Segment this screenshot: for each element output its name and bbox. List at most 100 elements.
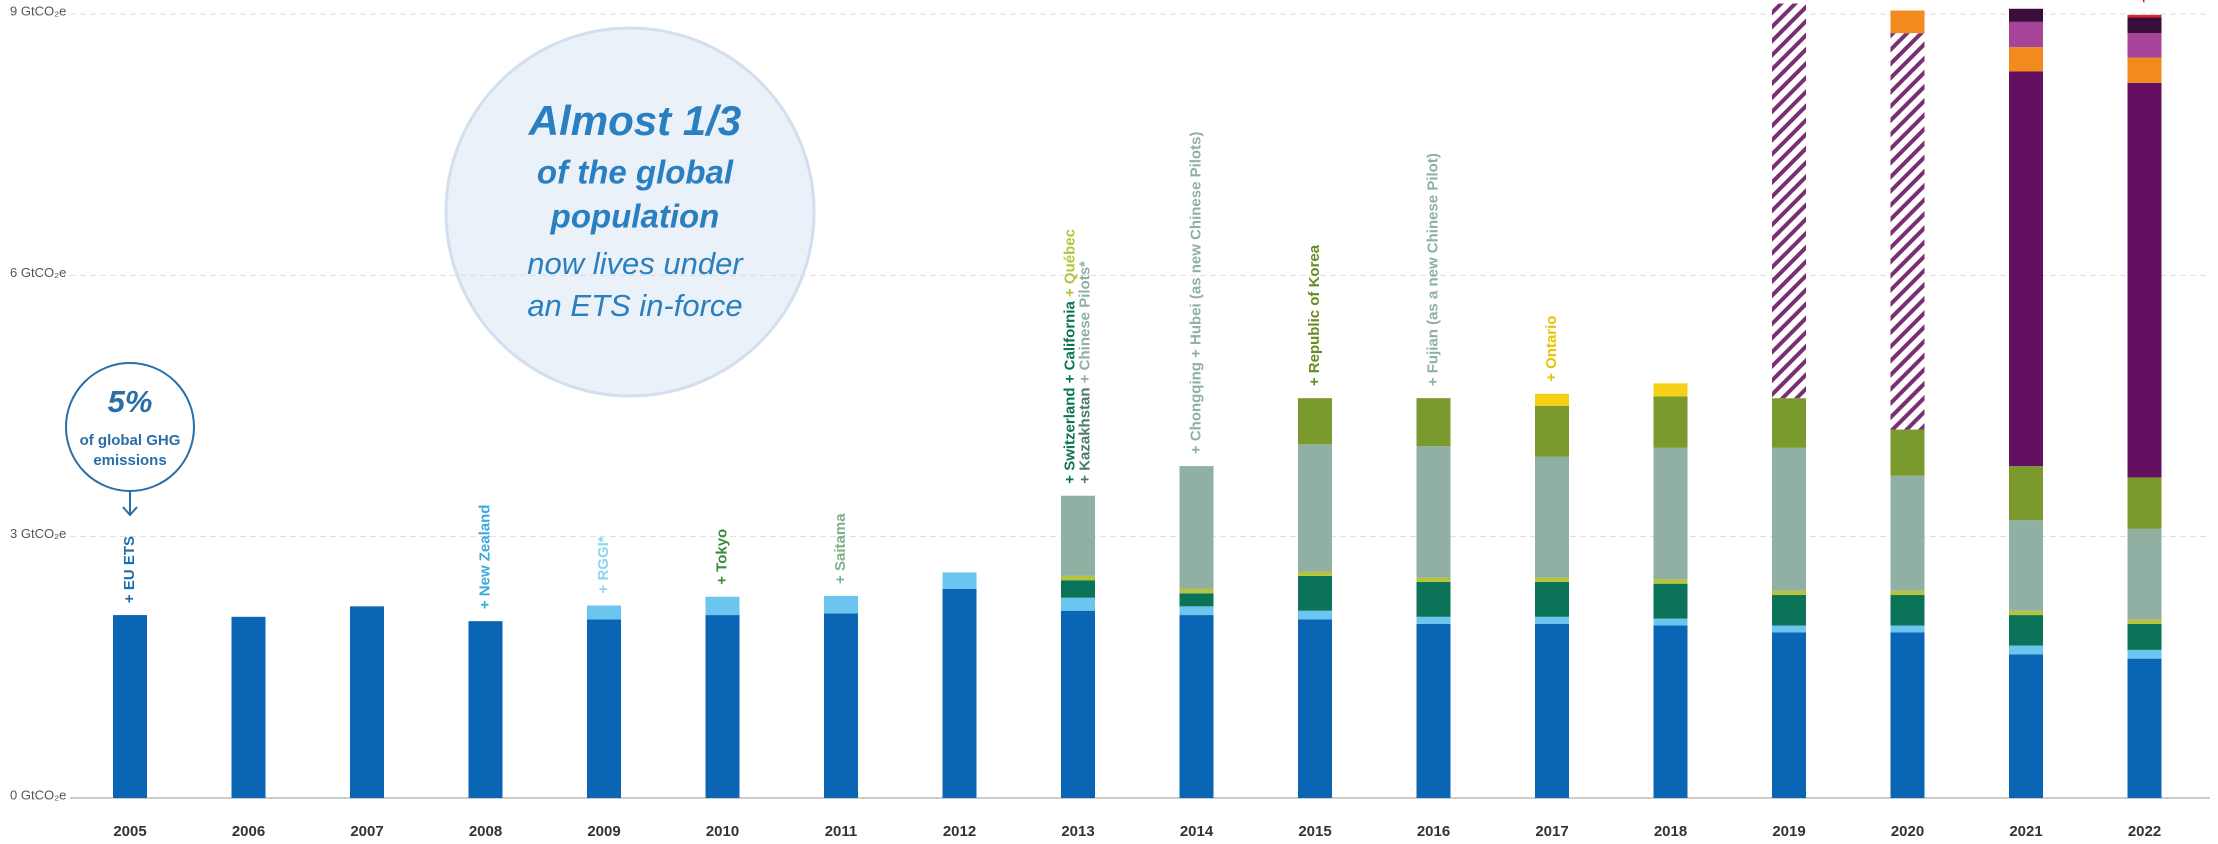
annotation: + xyxy=(2135,0,2152,3)
bar-segment xyxy=(705,615,740,798)
x-tick-label: 2007 xyxy=(350,823,383,840)
bar-segment xyxy=(1772,625,1806,633)
bar-segment xyxy=(587,619,621,798)
x-tick-label: 2019 xyxy=(1772,823,1805,840)
bar-segment xyxy=(1653,583,1688,619)
callout-text: now lives under xyxy=(527,246,744,281)
annotation-part: + Saitama xyxy=(832,513,849,584)
bar-segment xyxy=(1298,575,1332,611)
annotation-part: + Tokyo xyxy=(713,529,730,585)
bar-segment xyxy=(1416,577,1451,582)
bar-segment xyxy=(2127,649,2162,659)
bar-segment xyxy=(2009,520,2043,611)
callout-text: of global GHG xyxy=(80,432,181,449)
bar-segment xyxy=(1298,571,1332,576)
annotation: + Tokyo xyxy=(713,529,730,585)
annotation: + EU ETS xyxy=(121,536,138,603)
annotation-part: + Switzerland + California xyxy=(1061,297,1078,484)
bar-segment xyxy=(1653,396,1688,448)
bar-segment xyxy=(942,572,977,589)
annotation: + Switzerland + California + Québec xyxy=(1061,229,1078,484)
y-tick-label: 0 GtCO₂e xyxy=(10,787,66,802)
bar-segment xyxy=(1890,595,1925,626)
x-tick-label: 2006 xyxy=(232,823,265,840)
bar-segment xyxy=(1653,618,1688,626)
annotation-part: + Québec xyxy=(1061,229,1078,297)
y-tick-label: 3 GtCO₂e xyxy=(10,526,66,541)
bar-segment xyxy=(1890,632,1925,798)
annotation: + Ontario xyxy=(1543,316,1560,382)
bar-segment xyxy=(350,606,384,798)
annotation: + New Zealand xyxy=(476,505,493,610)
annotation-part: + RGGI* xyxy=(595,536,612,593)
annotation: + Republic of Korea xyxy=(1306,244,1323,386)
bar-segment xyxy=(2009,21,2043,48)
share-callout: 5% of global GHG emissions xyxy=(65,362,195,517)
x-tick-label: 2016 xyxy=(1417,823,1450,840)
x-tick-label: 2011 xyxy=(825,823,858,840)
bar-segment xyxy=(2127,82,2162,478)
bar-segment xyxy=(1772,398,1806,448)
annotation: + Kazakhstan + Chinese Pilots* xyxy=(1076,261,1093,484)
bar-segment xyxy=(1179,593,1214,607)
x-tick-label: 2010 xyxy=(706,823,739,840)
bar-segment xyxy=(1890,625,1925,633)
bar-segment xyxy=(113,615,147,798)
bar-segment xyxy=(824,595,858,614)
annotation-part: + Kazakhstan xyxy=(1076,383,1093,483)
callout-text: an ETS in-force xyxy=(527,288,742,323)
globe xyxy=(446,28,814,396)
bar-segment xyxy=(1772,632,1806,798)
bar-segment xyxy=(1772,595,1806,626)
bar-segment xyxy=(1061,610,1095,798)
annotation-part: + Chongqing + Hubei (as new Chinese Pilo… xyxy=(1187,132,1204,455)
bar-segment xyxy=(468,621,503,798)
annotation: + Saitama xyxy=(832,513,849,584)
bar-segment xyxy=(1061,597,1095,611)
x-tick-label: 2018 xyxy=(1654,823,1687,840)
x-tick-label: 2009 xyxy=(587,823,620,840)
arrow-head xyxy=(122,506,138,517)
bar-segment xyxy=(1416,446,1451,578)
bar-segment xyxy=(1535,577,1569,582)
bar-segment xyxy=(2127,619,2162,624)
bar-segment xyxy=(1653,447,1688,580)
bar-segment xyxy=(1416,398,1451,447)
share-circle xyxy=(65,362,195,492)
bar-segment xyxy=(2127,33,2162,58)
annotation-part: + Fujian (as a new Chinese Pilot) xyxy=(1424,153,1441,386)
annotation-part: + xyxy=(2135,0,2152,3)
annotation: + Fujian (as a new Chinese Pilot) xyxy=(1424,153,1441,386)
bar-segment xyxy=(1061,495,1095,576)
population-callout: Almost 1/3 of the global population now … xyxy=(444,26,816,398)
bar-segment xyxy=(2009,654,2043,798)
annotation-part: + Ontario xyxy=(1543,316,1560,382)
bar-segment xyxy=(1535,456,1569,578)
bar-segment xyxy=(1535,581,1569,617)
x-tick-label: 2008 xyxy=(469,823,502,840)
bar-segment xyxy=(1416,623,1451,798)
callout-text: population xyxy=(550,198,720,235)
bar-segment xyxy=(1179,466,1214,589)
bar-segment xyxy=(1416,581,1451,617)
bar-segment xyxy=(1179,606,1214,616)
bar-segment xyxy=(1535,406,1569,457)
globe-outline xyxy=(444,26,816,398)
callout-value: 5% xyxy=(108,384,153,419)
bar-segment xyxy=(1653,625,1688,798)
bar-segment xyxy=(1416,616,1451,624)
annotation-part: + New Zealand xyxy=(476,505,493,610)
x-tick-label: 2020 xyxy=(1891,823,1924,840)
callout-text: emissions xyxy=(93,452,166,469)
annotation-part: + Republic of Korea xyxy=(1306,244,1323,386)
x-tick-label: 2022 xyxy=(2128,823,2161,840)
bar-segment xyxy=(1653,383,1688,397)
bar-segment xyxy=(1890,590,1925,596)
bar-segment xyxy=(2009,47,2043,72)
bar-segment xyxy=(1061,580,1095,598)
bar-segment xyxy=(1535,616,1569,624)
x-tick-label: 2013 xyxy=(1061,823,1094,840)
bar-segment xyxy=(2127,57,2162,83)
bar-segment xyxy=(2127,528,2162,620)
bar-segment xyxy=(2009,610,2043,616)
